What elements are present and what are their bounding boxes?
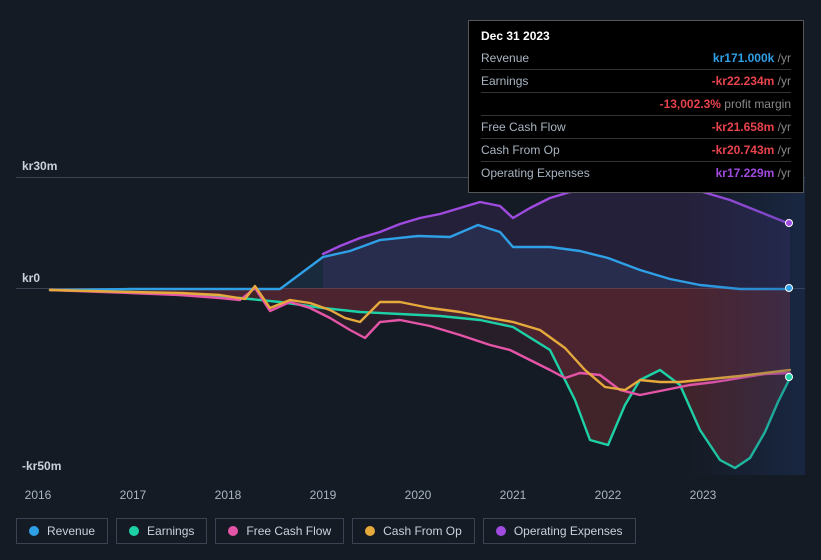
data-tooltip: Dec 31 2023 Revenue kr171.000k /yr Earning… — [468, 20, 804, 193]
tooltip-row: Earnings -kr22.234m /yr — [481, 69, 791, 92]
legend-item-free-cash-flow[interactable]: Free Cash Flow — [215, 518, 344, 544]
x-axis-label: 2017 — [120, 488, 147, 502]
legend-item-earnings[interactable]: Earnings — [116, 518, 207, 544]
x-axis-label: 2018 — [215, 488, 242, 502]
legend-swatch — [228, 526, 238, 536]
chart-legend: Revenue Earnings Free Cash Flow Cash From O… — [16, 518, 636, 544]
tooltip-row: Revenue kr171.000k /yr — [481, 47, 791, 69]
earnings-end-dot — [785, 373, 793, 381]
tooltip-label: Operating Expenses — [481, 164, 590, 182]
legend-label: Earnings — [147, 524, 194, 538]
x-axis-label: 2023 — [690, 488, 717, 502]
tooltip-value: -13,002.3% profit margin — [660, 95, 791, 113]
tooltip-value: -kr22.234m /yr — [712, 72, 791, 90]
revenue-end-dot — [785, 284, 793, 292]
tooltip-row: Free Cash Flow -kr21.658m /yr — [481, 115, 791, 138]
operating-expenses-end-dot — [785, 219, 793, 227]
legend-label: Operating Expenses — [514, 524, 623, 538]
tooltip-row: Operating Expenses kr17.229m /yr — [481, 161, 791, 184]
x-axis-label: 2020 — [405, 488, 432, 502]
legend-swatch — [496, 526, 506, 536]
tooltip-row: -13,002.3% profit margin — [481, 92, 791, 115]
legend-swatch — [129, 526, 139, 536]
operating-expenses-area — [323, 186, 790, 288]
x-axis-label: 2022 — [595, 488, 622, 502]
tooltip-value: kr171.000k /yr — [713, 49, 791, 67]
tooltip-label: Earnings — [481, 72, 528, 90]
fcf-area — [50, 288, 790, 395]
legend-swatch — [29, 526, 39, 536]
tooltip-label: Cash From Op — [481, 141, 560, 159]
legend-item-revenue[interactable]: Revenue — [16, 518, 108, 544]
tooltip-label: Free Cash Flow — [481, 118, 566, 136]
tooltip-value: kr17.229m /yr — [716, 164, 791, 182]
legend-swatch — [365, 526, 375, 536]
tooltip-title: Dec 31 2023 — [481, 29, 791, 43]
legend-label: Cash From Op — [383, 524, 462, 538]
x-axis-label: 2021 — [500, 488, 527, 502]
tooltip-label: Revenue — [481, 49, 529, 67]
tooltip-value: -kr20.743m /yr — [712, 141, 791, 159]
tooltip-row: Cash From Op -kr20.743m /yr — [481, 138, 791, 161]
legend-item-cash-from-op[interactable]: Cash From Op — [352, 518, 475, 544]
legend-label: Free Cash Flow — [246, 524, 331, 538]
x-axis-label: 2016 — [25, 488, 52, 502]
tooltip-value: -kr21.658m /yr — [712, 118, 791, 136]
x-axis-label: 2019 — [310, 488, 337, 502]
legend-item-operating-expenses[interactable]: Operating Expenses — [483, 518, 636, 544]
legend-label: Revenue — [47, 524, 95, 538]
